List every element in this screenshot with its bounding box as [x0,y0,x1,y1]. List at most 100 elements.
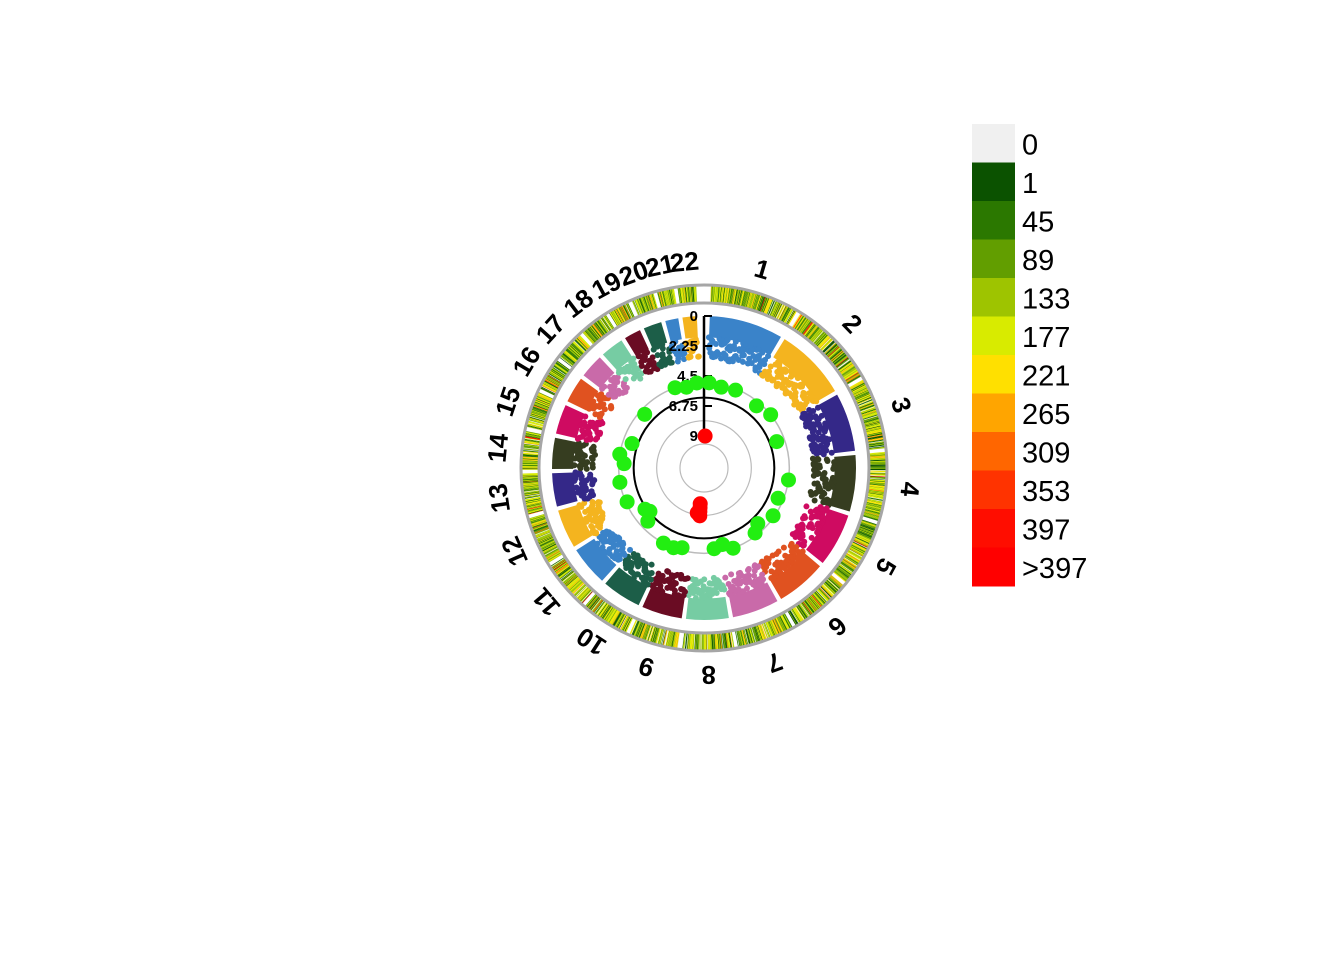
density-bin [811,329,824,344]
density-bin [846,375,863,385]
density-bin [866,493,885,497]
density-bin [795,315,806,331]
density-bin [539,541,557,550]
density-bin [868,478,887,480]
density-bin [813,331,827,346]
density-bin [813,590,827,605]
density-bin [522,447,540,451]
density-bin [537,536,555,546]
density-bin [687,285,690,304]
density-bin [868,471,887,473]
density-bin [624,616,633,634]
density-bin [522,487,541,491]
density-bin [583,329,596,345]
density-bin [640,295,648,314]
density-bin [767,299,776,316]
density-bin [753,625,761,643]
density-bin [714,285,717,304]
snp-point [576,469,583,476]
density-bin [803,322,816,338]
density-bin [820,338,834,352]
density-bin [795,604,807,620]
density-bin [688,632,691,651]
density-bin [569,579,583,593]
density-bin [660,290,666,308]
density-bin [525,504,544,510]
density-bin [638,622,646,640]
density-bin [541,543,558,553]
density-bin [586,594,599,609]
density-bin [587,326,600,342]
density-bin [611,309,622,326]
chr-band [773,339,836,402]
density-bin [590,597,603,613]
density-bin [798,602,810,618]
density-bin [531,522,549,530]
density-bin [822,340,836,354]
manhattan-chr-21 [665,318,688,365]
density-bin [599,603,611,619]
density-bin [823,581,838,594]
density-bin [851,385,868,395]
density-bin [867,441,886,445]
density-bin [860,410,879,417]
density-bin [528,415,546,422]
density-bin [613,611,623,628]
density-bin [539,539,556,549]
density-bin [542,380,559,390]
density-bin [588,325,601,340]
highlight-point [689,375,705,391]
density-bin [789,608,800,625]
density-bin [725,631,729,650]
density-bin [724,631,728,650]
snp-point [595,499,602,506]
density-bin [555,359,571,372]
density-bin [604,314,615,330]
density-bin [851,387,869,396]
density-bin [625,302,634,320]
density-bin [648,293,655,311]
density-bin [715,632,719,651]
density-bin [635,620,643,638]
significant-point [689,505,705,521]
density-bin [810,328,823,343]
density-bin [762,296,770,314]
density-bin [848,379,865,389]
density-bin [521,463,540,466]
density-bin [720,285,724,304]
density-bin [528,514,546,521]
density-bin [801,320,813,336]
density-bin [867,488,886,492]
density-bin [669,288,674,306]
density-bin [524,431,543,437]
density-bin [644,294,652,312]
density-bin [642,623,650,641]
density-bin [763,297,771,315]
density-bin [834,567,850,580]
density-bin [747,291,753,309]
legend-swatch [972,547,1015,587]
density-bin [846,551,863,561]
chromosome-label: 21 [643,248,678,283]
density-bin [840,365,856,376]
density-bin [522,445,541,449]
density-bin [679,286,684,305]
density-bin [806,597,818,612]
density-bin [807,325,820,340]
density-bin [530,520,548,527]
density-bin [852,539,869,549]
density-bin [833,354,849,367]
density-bin [523,434,542,439]
snp-point [728,571,735,578]
density-bin [854,535,872,544]
chromosome-label: 15 [489,383,527,420]
density-bin [598,602,610,618]
density-bin [528,415,546,422]
density-bin [621,615,631,632]
density-bin [745,627,751,646]
density-bin [671,287,676,306]
density-bin [565,576,580,589]
density-bin [651,292,658,311]
density-bin [832,570,848,583]
density-bin [827,577,842,590]
